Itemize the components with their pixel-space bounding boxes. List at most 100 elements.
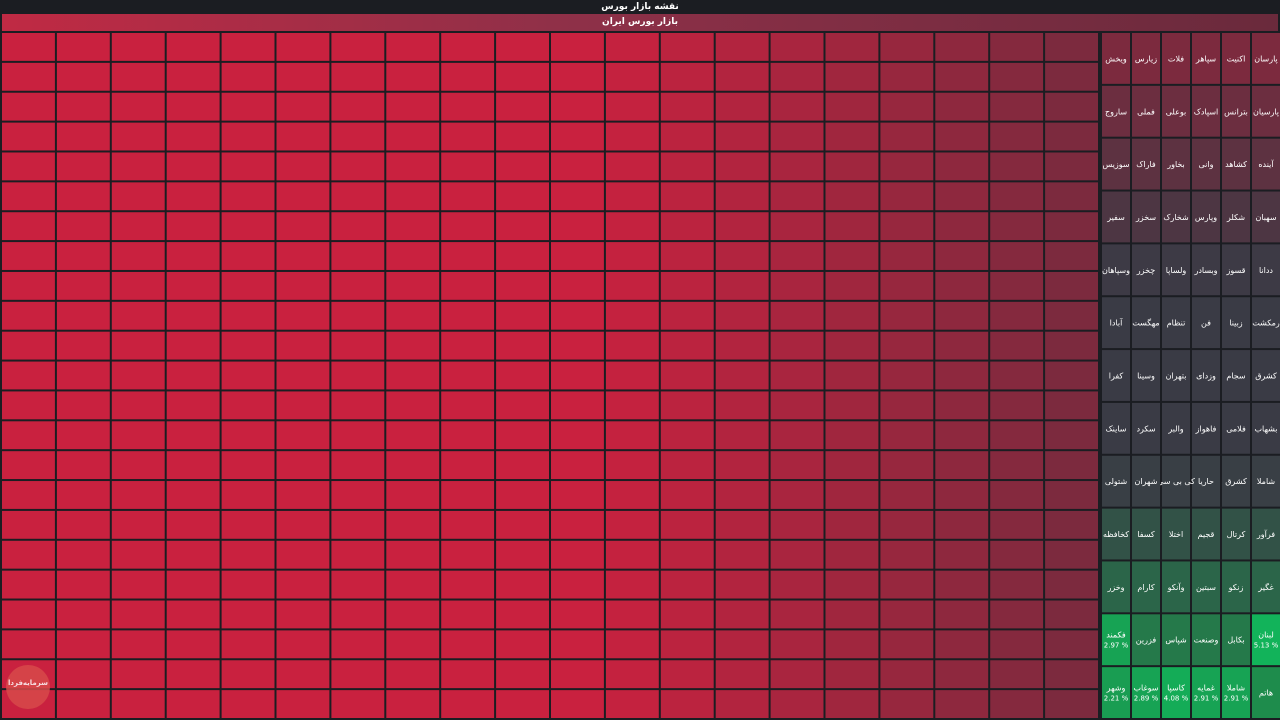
treemap-filler-tile[interactable] xyxy=(166,660,220,689)
treemap-filler-tile[interactable] xyxy=(825,570,879,599)
treemap-filler-tile[interactable] xyxy=(1045,540,1098,569)
treemap-filler-tile[interactable] xyxy=(111,301,165,330)
treemap-filler-tile[interactable] xyxy=(56,391,110,420)
treemap-filler-tile[interactable] xyxy=(715,242,769,270)
treemap-filler-tile[interactable] xyxy=(386,331,440,360)
treemap-filler-tile[interactable] xyxy=(386,33,440,61)
treemap-filler-tile[interactable] xyxy=(166,570,220,599)
treemap-filler-tile[interactable] xyxy=(1045,421,1098,450)
treemap-filler-tile[interactable] xyxy=(111,152,165,181)
treemap-filler-tile[interactable] xyxy=(551,690,604,718)
treemap-filler-tile[interactable] xyxy=(496,660,549,689)
treemap-filler-tile[interactable] xyxy=(2,451,55,480)
treemap-tile[interactable]: سفیر xyxy=(1102,191,1130,243)
treemap-filler-tile[interactable] xyxy=(331,600,385,629)
treemap-filler-tile[interactable] xyxy=(770,62,824,91)
treemap-filler-tile[interactable] xyxy=(715,62,769,91)
treemap-tile[interactable]: قجیم xyxy=(1192,508,1220,560)
treemap-filler-tile[interactable] xyxy=(825,122,879,151)
treemap-filler-tile[interactable] xyxy=(935,62,989,91)
treemap-filler-tile[interactable] xyxy=(825,421,879,450)
treemap-tile[interactable]: فاراک xyxy=(1132,138,1160,190)
treemap-filler-tile[interactable] xyxy=(1045,600,1098,629)
treemap-filler-tile[interactable] xyxy=(825,690,879,718)
treemap-filler-tile[interactable] xyxy=(221,510,275,539)
treemap-tile[interactable]: رمکشت xyxy=(1252,297,1280,349)
treemap-filler-tile[interactable] xyxy=(496,242,549,270)
treemap-filler-tile[interactable] xyxy=(605,301,659,330)
treemap-filler-tile[interactable] xyxy=(1045,570,1098,599)
treemap-filler-tile[interactable] xyxy=(496,630,549,659)
treemap-filler-tile[interactable] xyxy=(551,62,604,91)
treemap-filler-tile[interactable] xyxy=(770,391,824,420)
treemap-filler-tile[interactable] xyxy=(825,33,879,61)
treemap-filler-tile[interactable] xyxy=(770,122,824,151)
treemap-filler-tile[interactable] xyxy=(221,391,275,420)
treemap-tile[interactable]: زبینا xyxy=(1222,297,1250,349)
treemap-filler-tile[interactable] xyxy=(331,690,385,718)
treemap-filler-tile[interactable] xyxy=(935,481,989,509)
treemap-filler-tile[interactable] xyxy=(825,451,879,480)
treemap-filler-tile[interactable] xyxy=(496,451,549,480)
treemap-filler-tile[interactable] xyxy=(825,271,879,300)
treemap-filler-tile[interactable] xyxy=(825,331,879,360)
treemap-filler-tile[interactable] xyxy=(551,271,604,300)
treemap-filler-tile[interactable] xyxy=(990,421,1044,450)
treemap-filler-tile[interactable] xyxy=(935,660,989,689)
treemap-filler-tile[interactable] xyxy=(56,600,110,629)
treemap-filler-tile[interactable] xyxy=(441,630,495,659)
treemap-filler-tile[interactable] xyxy=(331,271,385,300)
treemap-filler-tile[interactable] xyxy=(441,122,495,151)
treemap-filler-tile[interactable] xyxy=(990,242,1044,270)
treemap-filler-tile[interactable] xyxy=(441,391,495,420)
treemap-filler-tile[interactable] xyxy=(935,242,989,270)
treemap-filler-tile[interactable] xyxy=(660,33,714,61)
treemap-filler-tile[interactable] xyxy=(715,33,769,61)
treemap-filler-tile[interactable] xyxy=(331,152,385,181)
treemap-filler-tile[interactable] xyxy=(166,242,220,270)
treemap-filler-tile[interactable] xyxy=(990,331,1044,360)
treemap-filler-tile[interactable] xyxy=(386,182,440,211)
treemap-filler-tile[interactable] xyxy=(551,92,604,121)
treemap-filler-tile[interactable] xyxy=(441,92,495,121)
treemap-filler-tile[interactable] xyxy=(605,242,659,270)
treemap-filler-tile[interactable] xyxy=(935,122,989,151)
treemap-filler-tile[interactable] xyxy=(770,690,824,718)
treemap-filler-tile[interactable] xyxy=(496,391,549,420)
treemap-filler-tile[interactable] xyxy=(331,421,385,450)
treemap-filler-tile[interactable] xyxy=(770,570,824,599)
treemap-filler-tile[interactable] xyxy=(496,152,549,181)
treemap-tile[interactable]: سوزیس xyxy=(1102,138,1130,190)
treemap-tile[interactable]: فکمند 2.97 % xyxy=(1102,614,1130,666)
treemap-tile[interactable]: کرتال xyxy=(1222,508,1250,560)
treemap-filler-tile[interactable] xyxy=(990,152,1044,181)
treemap-tile[interactable]: اسپادک xyxy=(1192,85,1220,137)
treemap-filler-tile[interactable] xyxy=(276,421,330,450)
treemap-filler-tile[interactable] xyxy=(770,152,824,181)
treemap-filler-tile[interactable] xyxy=(551,301,604,330)
treemap-tile[interactable]: والبر xyxy=(1162,402,1190,454)
treemap-filler-tile[interactable] xyxy=(111,570,165,599)
treemap-tile[interactable]: غگیر xyxy=(1252,561,1280,613)
treemap-filler-tile[interactable] xyxy=(331,391,385,420)
treemap-filler-tile[interactable] xyxy=(605,660,659,689)
treemap-filler-tile[interactable] xyxy=(880,690,934,718)
treemap-tile[interactable]: فزرین xyxy=(1132,614,1160,666)
treemap-filler-tile[interactable] xyxy=(441,481,495,509)
treemap-filler-tile[interactable] xyxy=(496,62,549,91)
treemap-filler-tile[interactable] xyxy=(496,122,549,151)
treemap-filler-tile[interactable] xyxy=(770,182,824,211)
treemap-filler-tile[interactable] xyxy=(2,182,55,211)
treemap-tile[interactable]: ساینک xyxy=(1102,402,1130,454)
treemap-filler-tile[interactable] xyxy=(331,92,385,121)
treemap-filler-tile[interactable] xyxy=(1045,242,1098,270)
treemap-filler-tile[interactable] xyxy=(221,600,275,629)
treemap-filler-tile[interactable] xyxy=(551,122,604,151)
treemap-filler-tile[interactable] xyxy=(880,331,934,360)
treemap-filler-tile[interactable] xyxy=(660,630,714,659)
treemap-filler-tile[interactable] xyxy=(166,421,220,450)
treemap-filler-tile[interactable] xyxy=(56,152,110,181)
treemap-filler-tile[interactable] xyxy=(221,271,275,300)
treemap-filler-tile[interactable] xyxy=(770,212,824,241)
treemap-tile[interactable]: شپاس xyxy=(1162,614,1190,666)
